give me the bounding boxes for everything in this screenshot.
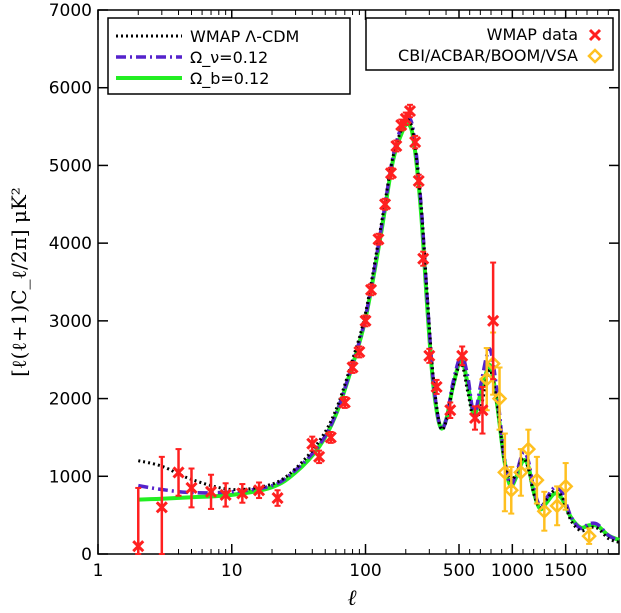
data-point-wmap xyxy=(252,484,266,497)
data-point-ext xyxy=(549,498,565,514)
legend-label-external-data: CBI/ACBAR/BOOM/VSA xyxy=(398,46,578,65)
data-point-ext xyxy=(503,482,520,499)
data-point-wmap xyxy=(353,345,366,359)
legend-marker-external-data xyxy=(587,48,603,64)
legend-x-marker xyxy=(588,28,602,42)
data-point-wmap xyxy=(338,396,351,409)
data-point-wmap xyxy=(219,488,232,501)
data-point-wmap xyxy=(346,361,359,374)
data-point-wmap xyxy=(417,252,430,265)
legend-label-wmap-data: WMAP data xyxy=(487,25,578,44)
data-point-ext xyxy=(513,464,529,481)
x-tick-label: 100 xyxy=(349,561,381,581)
data-point-wmap xyxy=(476,404,489,417)
data-point-wmap xyxy=(306,437,319,450)
data-point-wmap xyxy=(487,314,500,327)
y-tick-label: 6000 xyxy=(49,79,92,99)
x-axis-label: ℓ xyxy=(347,586,357,611)
legend-diamond-marker xyxy=(587,48,603,64)
data-point-wmap xyxy=(444,404,457,417)
legend-label-lcdm: WMAP Λ-CDM xyxy=(190,27,299,46)
data-point-wmap xyxy=(324,431,337,444)
y-tick-label: 5000 xyxy=(49,156,92,176)
y-tick-label: 1000 xyxy=(49,467,92,487)
data-point-wmap xyxy=(132,540,145,553)
x-tick-label: 1 xyxy=(93,561,104,581)
data-point-ext xyxy=(491,390,508,407)
data-point-wmap xyxy=(430,380,443,393)
data-point-wmap xyxy=(271,491,284,505)
x-tick-label: 1500 xyxy=(544,561,587,581)
data-point-wmap xyxy=(359,314,372,327)
data-point-wmap xyxy=(236,487,249,500)
y-axis-label: [ℓ(ℓ+1)C_ℓ/2π] μK² xyxy=(7,187,31,377)
y-tick-label: 2000 xyxy=(49,390,92,410)
axis-ticks: 0 1000 2000 3000 4000 5000 6000 7000 1 10 100 500 10… xyxy=(49,1,619,581)
x-tick-label: 10 xyxy=(221,561,243,581)
data-point-ext xyxy=(529,472,545,488)
data-legend-box xyxy=(365,17,614,71)
series-line-lcdm xyxy=(137,118,620,544)
model-legend-box xyxy=(107,17,351,95)
data-point-wmap xyxy=(313,450,326,463)
data-point-wmap xyxy=(423,349,436,362)
y-tick-label: 0 xyxy=(81,545,92,565)
data-point-wmap xyxy=(204,485,218,498)
data-point-wmap xyxy=(384,167,398,180)
y-tick-label: 7000 xyxy=(49,1,92,21)
data-point-wmap xyxy=(390,139,403,153)
data-point-ext xyxy=(557,478,574,495)
data-point-wmap xyxy=(364,283,378,296)
data-point-wmap xyxy=(456,349,469,362)
data-point-wmap xyxy=(185,481,198,495)
x-tick-label: 1000 xyxy=(491,561,534,581)
data-point-ext xyxy=(520,441,537,457)
legend-label-omega-b: Ω_b=0.12 xyxy=(190,69,269,89)
data-point-wmap xyxy=(412,174,425,188)
legend-marker-wmap-data xyxy=(588,28,602,42)
y-tick-label: 3000 xyxy=(49,312,92,332)
data-point-ext xyxy=(536,503,553,520)
y-tick-label: 4000 xyxy=(49,234,92,254)
plot-area xyxy=(132,103,620,555)
data-point-wmap xyxy=(378,198,392,211)
data-point-ext xyxy=(497,464,513,481)
data-point-wmap xyxy=(372,233,385,246)
data-legend: WMAP data CBI/ACBAR/BOOM/VSA xyxy=(365,17,614,71)
model-legend: WMAP Λ-CDM Ω_ν=0.12 Ω_b=0.12 xyxy=(107,17,351,95)
data-point-ext xyxy=(581,528,597,544)
data-point-wmap xyxy=(409,136,422,149)
x-tick-label: 500 xyxy=(443,561,475,581)
data-point-ext xyxy=(478,371,495,387)
data-point-wmap xyxy=(172,466,185,479)
plot-frame xyxy=(97,9,620,555)
data-point-wmap xyxy=(403,104,417,118)
legend-label-omega-nu: Ω_ν=0.12 xyxy=(190,48,268,68)
data-point-wmap xyxy=(155,501,168,514)
